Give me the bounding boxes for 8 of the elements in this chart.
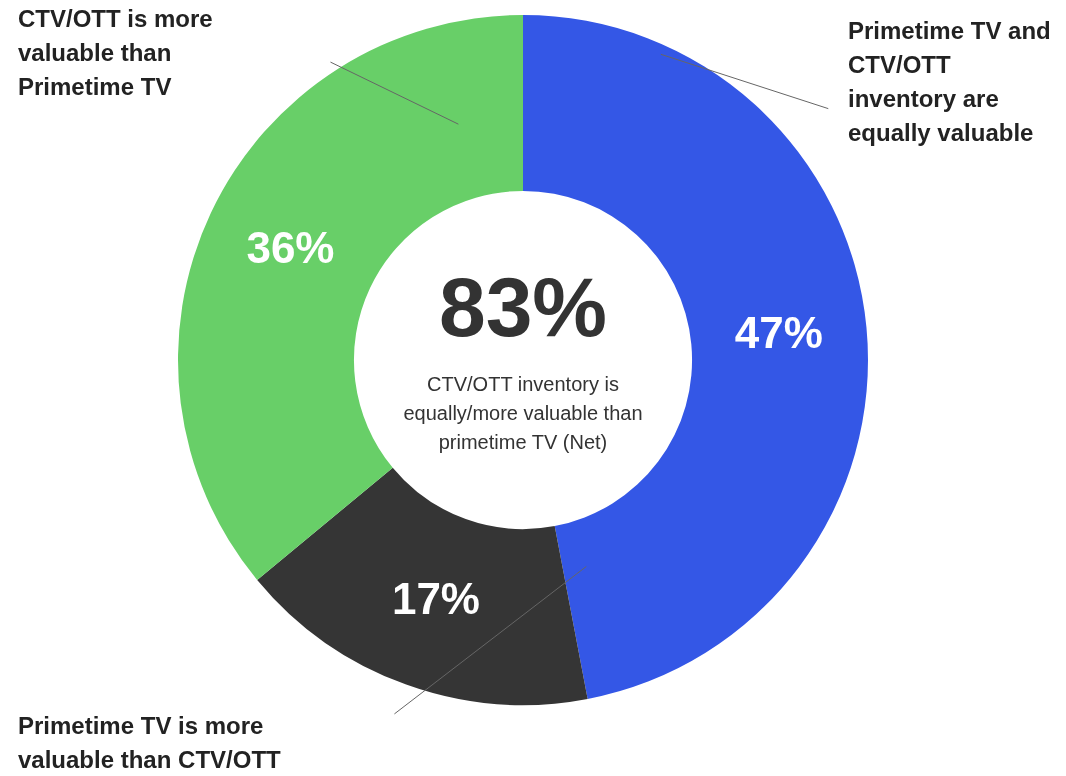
text: CTV/OTT inventory is equally/more valuable than primetime TV (Net): [403, 372, 643, 453]
slice-label: CTV/OTT is more valuable than Primetime TV: [18, 4, 213, 100]
data-label: 36%: [246, 222, 335, 272]
slice-label: Primetime TV and CTV/OTT inventory are equally valuable: [848, 16, 1051, 146]
data-label: 17%: [391, 573, 480, 623]
data-label: 47%: [734, 307, 823, 357]
slice-label: Primetime TV is more valuable than CTV/OTT: [18, 711, 282, 773]
text: 83%: [438, 260, 608, 355]
